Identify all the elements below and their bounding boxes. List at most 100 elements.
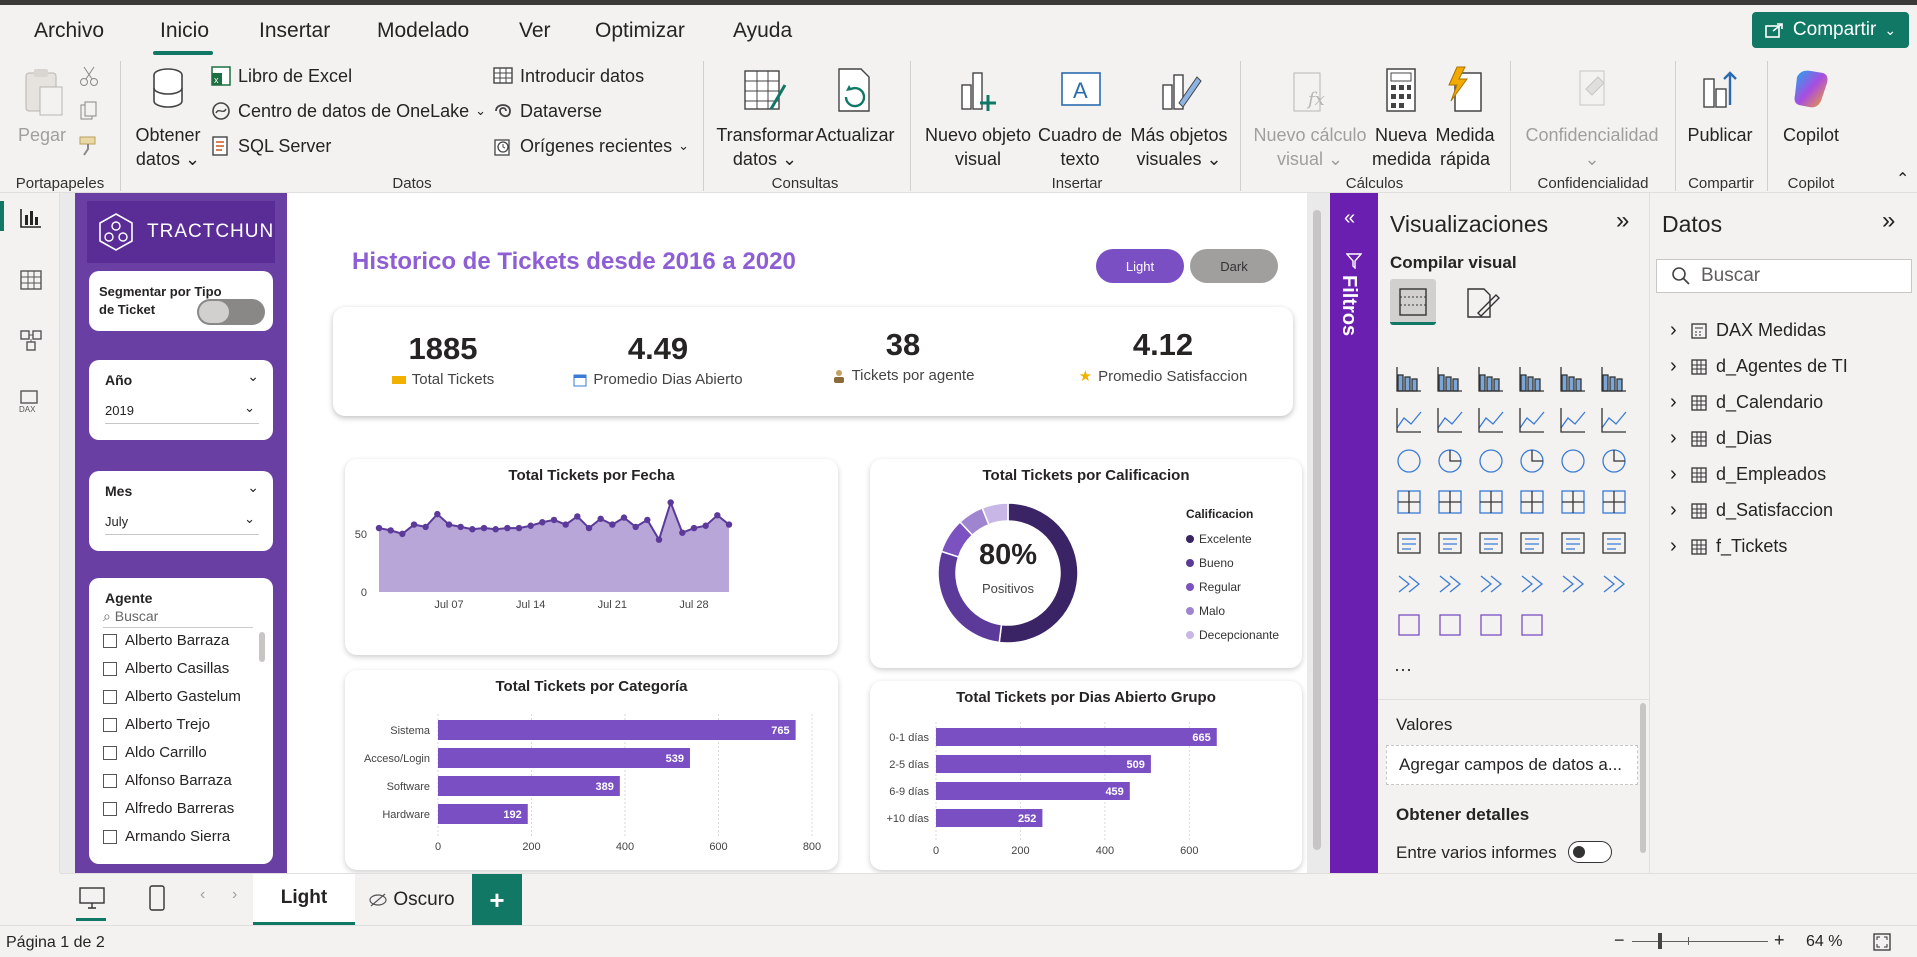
excel-workbook-button[interactable]: x Libro de Excel <box>210 65 352 87</box>
trophy-icon[interactable] <box>1395 611 1423 639</box>
field-list-table[interactable]: › d_Satisfaccion <box>1670 499 1833 522</box>
python-visual-icon[interactable] <box>1395 570 1423 598</box>
format-painter-icon[interactable] <box>78 135 100 157</box>
zoom-in-button[interactable]: + <box>1774 930 1785 950</box>
legend-item[interactable]: Bueno <box>1186 551 1279 575</box>
waterfall-icon[interactable] <box>1436 447 1464 475</box>
text-box-button[interactable]: A Cuadro de texto <box>1036 65 1124 171</box>
list-item[interactable]: Alberto Barraza <box>103 632 229 649</box>
collapse-ribbon-icon[interactable]: ⌃ <box>1896 171 1910 188</box>
publish-button[interactable]: Publicar <box>1682 65 1758 147</box>
field-list-table[interactable]: › d_Empleados <box>1670 463 1826 486</box>
checkbox[interactable] <box>103 773 117 788</box>
ticket-type-toggle[interactable] <box>197 299 265 325</box>
scatter-icon[interactable] <box>1518 447 1546 475</box>
dark-theme-button[interactable]: Dark <box>1190 249 1278 283</box>
gauge-icon[interactable] <box>1559 488 1587 516</box>
azure-map-icon[interactable] <box>1518 488 1546 516</box>
list-item[interactable]: Alberto Casillas <box>103 660 229 677</box>
chevron-right-icon[interactable]: › <box>1670 355 1677 377</box>
field-list-table[interactable]: › d_Dias <box>1670 427 1772 450</box>
chevron-down-icon[interactable]: ⌄ <box>247 368 259 384</box>
onelake-button[interactable]: Centro de datos de OneLake ⌄ <box>210 100 486 122</box>
desktop-layout-icon[interactable] <box>78 886 106 910</box>
dax-query-view-icon[interactable]: DAX <box>17 389 45 413</box>
light-theme-button[interactable]: Light <box>1096 249 1184 283</box>
key-influencers-icon[interactable] <box>1436 570 1464 598</box>
sensitivity-button[interactable]: Confidencialidad ⌄ <box>1522 65 1662 171</box>
line-icon[interactable] <box>1395 406 1423 434</box>
quick-measure-button[interactable]: Medida rápida <box>1432 65 1498 171</box>
tab-ver[interactable]: Ver <box>519 19 551 42</box>
matrix-icon[interactable] <box>1559 529 1587 557</box>
share-button[interactable]: Compartir ⌄ <box>1752 12 1909 48</box>
clustered-column-icon[interactable] <box>1518 365 1546 393</box>
chevron-right-icon[interactable]: › <box>1670 535 1677 557</box>
area-icon[interactable] <box>1436 406 1464 434</box>
table-view-icon[interactable] <box>19 269 43 291</box>
agent-search-input[interactable]: ⌕ Buscar <box>103 608 253 628</box>
legend-item[interactable]: Regular <box>1186 575 1279 599</box>
donut-icon[interactable] <box>1600 447 1628 475</box>
paste-button[interactable]: Pegar <box>14 65 70 147</box>
new-card-icon[interactable] <box>1518 611 1546 639</box>
month-dropdown[interactable]: July ⌄ <box>105 509 259 535</box>
sql-server-button[interactable]: SQL Server <box>210 135 331 157</box>
page-tab-light[interactable]: Light <box>253 874 355 926</box>
collapse-data-pane-icon[interactable]: » <box>1882 207 1896 234</box>
tickets-by-date-card[interactable]: Total Tickets por Fecha 0 50 Jul 07 Jul 14 J… <box>345 459 838 655</box>
tab-modelado[interactable]: Modelado <box>377 19 470 42</box>
more-visuals-button[interactable]: Más objetos visuales ⌄ <box>1126 65 1232 171</box>
tab-ayuda[interactable]: Ayuda <box>733 19 793 42</box>
100-column-icon[interactable] <box>1600 365 1628 393</box>
chevron-right-icon[interactable]: › <box>1670 427 1677 449</box>
cross-report-toggle[interactable] <box>1568 841 1612 863</box>
model-view-icon[interactable] <box>19 329 43 351</box>
list-item[interactable]: Alfredo Barreras <box>103 800 234 817</box>
copy-icon[interactable] <box>78 100 100 122</box>
paginated-report-icon[interactable] <box>1600 570 1628 598</box>
prev-page-icon[interactable]: ‹ <box>200 886 206 903</box>
stacked-area-icon[interactable] <box>1477 406 1505 434</box>
enter-data-button[interactable]: Introducir datos <box>492 65 644 87</box>
treemap-icon[interactable] <box>1395 488 1423 516</box>
chevron-right-icon[interactable]: › <box>1670 463 1677 485</box>
expand-filters-icon[interactable]: « <box>1344 207 1356 229</box>
line-clustered-icon[interactable] <box>1600 406 1628 434</box>
line-column-icon[interactable] <box>1559 406 1587 434</box>
format-visual-icon[interactable] <box>1462 287 1500 321</box>
report-view-icon[interactable] <box>19 207 43 229</box>
pie-icon[interactable] <box>1559 447 1587 475</box>
recent-sources-button[interactable]: Orígenes recientes ⌄ <box>492 135 689 157</box>
filters-pane[interactable]: « Filtros <box>1330 193 1378 873</box>
more-visuals-icon[interactable]: ··· <box>1394 659 1412 679</box>
checkbox[interactable] <box>103 633 117 648</box>
chevron-down-icon[interactable]: ⌄ <box>247 479 259 495</box>
card-icon[interactable] <box>1600 488 1628 516</box>
list-item[interactable]: Alberto Trejo <box>103 716 210 733</box>
metrics-icon[interactable] <box>1436 611 1464 639</box>
map-icon[interactable] <box>1436 488 1464 516</box>
r-visual-icon[interactable] <box>1600 529 1628 557</box>
new-measure-button[interactable]: Nueva medida <box>1372 65 1431 171</box>
slicer-icon[interactable] <box>1477 529 1505 557</box>
list-item[interactable]: Aldo Carrillo <box>103 744 207 761</box>
tab-inicio[interactable]: Inicio <box>160 19 210 42</box>
build-visual-tab[interactable] <box>1390 279 1436 325</box>
ribbon-icon[interactable] <box>1395 447 1423 475</box>
zoom-slider-thumb[interactable] <box>1658 933 1662 949</box>
copilot-button[interactable]: Copilot <box>1774 65 1848 147</box>
narrative-icon[interactable] <box>1477 611 1505 639</box>
fit-to-page-icon[interactable] <box>1872 932 1892 952</box>
100-bar-icon[interactable] <box>1559 365 1587 393</box>
checkbox[interactable] <box>103 661 117 676</box>
collapse-viz-pane-icon[interactable]: » <box>1616 207 1630 234</box>
new-visual-button[interactable]: Nuevo objeto visual <box>922 65 1034 171</box>
tab-optimizar[interactable]: Optimizar <box>595 19 685 42</box>
filled-map-icon[interactable] <box>1477 488 1505 516</box>
legend-item[interactable]: Decepcionante <box>1186 623 1279 647</box>
legend-item[interactable]: Malo <box>1186 599 1279 623</box>
multirow-card-icon[interactable] <box>1395 529 1423 557</box>
decomposition-tree-icon[interactable] <box>1477 570 1505 598</box>
checkbox[interactable] <box>103 689 117 704</box>
